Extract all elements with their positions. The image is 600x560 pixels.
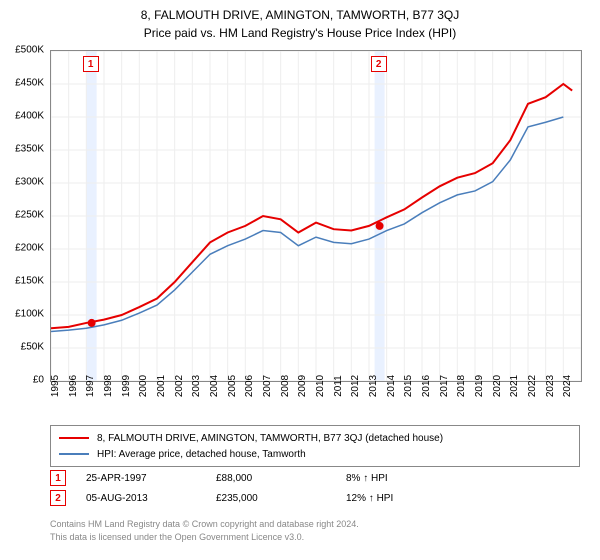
x-tick-label: 2002 — [174, 375, 185, 397]
x-tick-label: 1997 — [85, 375, 96, 397]
chart-title-sub: Price paid vs. HM Land Registry's House … — [0, 22, 600, 40]
transaction-row: 2 05-AUG-2013£235,00012% ↑ HPI — [50, 488, 476, 508]
y-tick-label: £0 — [0, 375, 44, 386]
x-tick-label: 1996 — [68, 375, 79, 397]
transaction-delta: 8% ↑ HPI — [346, 473, 476, 484]
transaction-delta: 12% ↑ HPI — [346, 493, 476, 504]
x-tick-label: 2004 — [209, 375, 220, 397]
y-tick-label: £50K — [0, 342, 44, 353]
x-tick-label: 2003 — [191, 375, 202, 397]
transactions-table: 1 25-APR-1997£88,0008% ↑ HPI 2 05-AUG-2013£… — [50, 468, 476, 508]
legend-label: HPI: Average price, detached house, Tamw… — [97, 449, 306, 460]
legend-swatch — [59, 437, 89, 439]
x-tick-label: 2000 — [138, 375, 149, 397]
x-tick-label: 2014 — [386, 375, 397, 397]
x-tick-label: 2010 — [315, 375, 326, 397]
chart-marker-1: 1 — [83, 56, 99, 72]
x-tick-label: 2012 — [350, 375, 361, 397]
x-tick-label: 2006 — [244, 375, 255, 397]
x-tick-label: 2005 — [227, 375, 238, 397]
x-tick-label: 2016 — [421, 375, 432, 397]
x-tick-label: 2021 — [509, 375, 520, 397]
x-tick-label: 1995 — [50, 375, 61, 397]
y-tick-label: £250K — [0, 210, 44, 221]
x-tick-label: 2009 — [297, 375, 308, 397]
y-tick-label: £500K — [0, 45, 44, 56]
x-tick-label: 1998 — [103, 375, 114, 397]
x-tick-label: 2023 — [545, 375, 556, 397]
y-tick-label: £350K — [0, 144, 44, 155]
x-tick-label: 2024 — [562, 375, 573, 397]
chart-container: 8, FALMOUTH DRIVE, AMINGTON, TAMWORTH, B… — [0, 0, 600, 560]
y-tick-label: £100K — [0, 309, 44, 320]
y-tick-label: £400K — [0, 111, 44, 122]
transaction-price: £235,000 — [216, 493, 346, 504]
x-tick-label: 2022 — [527, 375, 538, 397]
x-tick-label: 1999 — [121, 375, 132, 397]
y-tick-label: £200K — [0, 243, 44, 254]
legend: 8, FALMOUTH DRIVE, AMINGTON, TAMWORTH, B… — [50, 425, 580, 467]
footer-attribution: Contains HM Land Registry data © Crown c… — [50, 518, 359, 543]
transaction-row: 1 25-APR-1997£88,0008% ↑ HPI — [50, 468, 476, 488]
x-tick-label: 2020 — [492, 375, 503, 397]
plot-area — [50, 50, 582, 382]
x-tick-label: 2001 — [156, 375, 167, 397]
legend-swatch — [59, 453, 89, 455]
x-tick-label: 2008 — [280, 375, 291, 397]
x-tick-label: 2018 — [456, 375, 467, 397]
x-tick-label: 2007 — [262, 375, 273, 397]
footer-line2: This data is licensed under the Open Gov… — [50, 531, 359, 544]
y-tick-label: £450K — [0, 78, 44, 89]
x-tick-label: 2011 — [333, 375, 344, 397]
transaction-price: £88,000 — [216, 473, 346, 484]
x-tick-label: 2015 — [403, 375, 414, 397]
y-tick-label: £150K — [0, 276, 44, 287]
x-tick-label: 2013 — [368, 375, 379, 397]
transaction-date: 05-AUG-2013 — [86, 493, 216, 504]
chart-title-address: 8, FALMOUTH DRIVE, AMINGTON, TAMWORTH, B… — [0, 0, 600, 22]
x-tick-label: 2019 — [474, 375, 485, 397]
plot-svg — [51, 51, 581, 381]
legend-item: HPI: Average price, detached house, Tamw… — [59, 446, 571, 462]
x-tick-label: 2017 — [439, 375, 450, 397]
transaction-marker: 2 — [50, 490, 66, 506]
footer-line1: Contains HM Land Registry data © Crown c… — [50, 518, 359, 531]
chart-marker-2: 2 — [371, 56, 387, 72]
transaction-date: 25-APR-1997 — [86, 473, 216, 484]
transaction-marker: 1 — [50, 470, 66, 486]
legend-item: 8, FALMOUTH DRIVE, AMINGTON, TAMWORTH, B… — [59, 430, 571, 446]
y-tick-label: £300K — [0, 177, 44, 188]
legend-label: 8, FALMOUTH DRIVE, AMINGTON, TAMWORTH, B… — [97, 433, 443, 444]
